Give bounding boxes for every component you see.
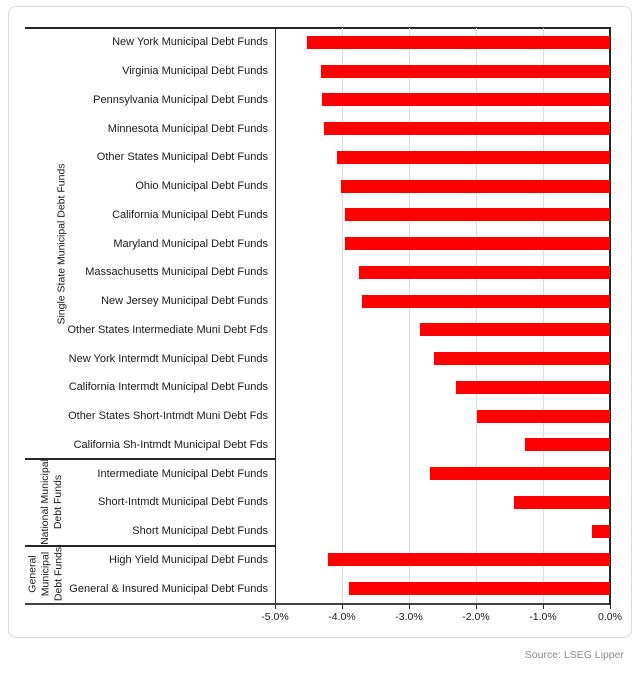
bar bbox=[420, 323, 610, 337]
category-label: New York Municipal Debt Funds bbox=[112, 36, 268, 49]
axis-tick bbox=[342, 605, 343, 609]
category-label: New York Intermdt Municipal Debt Funds bbox=[68, 352, 268, 365]
axis-tick bbox=[610, 605, 611, 609]
category-label: California Sh-Intmdt Municipal Debt Fds bbox=[73, 438, 268, 451]
category-label: Ohio Municipal Debt Funds bbox=[135, 180, 268, 193]
bar bbox=[337, 150, 610, 164]
group-label: Single State Municipal Debt Funds bbox=[55, 163, 68, 325]
bar bbox=[362, 294, 610, 308]
value-axis-zero-line bbox=[609, 27, 611, 605]
axis-tick-label: -2.0% bbox=[462, 611, 490, 623]
bar bbox=[455, 380, 610, 394]
axis-tick bbox=[543, 605, 544, 609]
category-label: California Intermdt Municipal Debt Funds bbox=[68, 381, 268, 394]
group-divider bbox=[25, 458, 275, 461]
bar bbox=[513, 495, 610, 509]
bar bbox=[321, 93, 610, 107]
axis-tick-label: -1.0% bbox=[529, 611, 557, 623]
category-label: Massachusetts Municipal Debt Funds bbox=[85, 266, 268, 279]
category-label: Pennsylvania Municipal Debt Funds bbox=[93, 93, 268, 106]
bar bbox=[591, 524, 610, 538]
bar bbox=[307, 35, 610, 49]
axis-tick bbox=[476, 605, 477, 609]
category-label: Short Municipal Debt Funds bbox=[132, 525, 268, 538]
category-label: California Municipal Debt Funds bbox=[112, 208, 268, 221]
axis-tick bbox=[409, 605, 410, 609]
gridline bbox=[342, 28, 343, 603]
plot-left-border bbox=[275, 27, 276, 605]
gridline bbox=[543, 28, 544, 603]
bar bbox=[344, 208, 610, 222]
category-label: High Yield Municipal Debt Funds bbox=[109, 553, 268, 566]
category-label: Short-Intmdt Municipal Debt Funds bbox=[98, 496, 268, 509]
bar bbox=[429, 467, 610, 481]
bar bbox=[340, 179, 610, 193]
category-label: New Jersey Municipal Debt Funds bbox=[101, 295, 268, 308]
axis-tick bbox=[275, 605, 276, 609]
axis-tick-label: -4.0% bbox=[328, 611, 356, 623]
bar bbox=[345, 237, 610, 251]
plot-bottom-axis-line bbox=[25, 603, 611, 605]
plot-top-border bbox=[25, 27, 611, 29]
bar bbox=[477, 409, 610, 423]
source-note: Source: LSEG Lipper bbox=[524, 649, 624, 661]
axis-tick-label: -5.0% bbox=[261, 611, 289, 623]
gridline bbox=[409, 28, 410, 603]
bar bbox=[327, 553, 610, 567]
bar bbox=[524, 438, 610, 452]
gridline bbox=[476, 28, 477, 603]
bar bbox=[320, 64, 610, 78]
group-label: National Municipal Debt Funds bbox=[38, 459, 64, 546]
bar bbox=[323, 122, 610, 136]
bar bbox=[433, 352, 610, 366]
category-label: Other States Short-Intmdt Muni Debt Fds bbox=[68, 410, 268, 423]
group-divider bbox=[25, 544, 275, 547]
axis-tick-label: -3.0% bbox=[395, 611, 423, 623]
bar bbox=[359, 265, 610, 279]
category-label: Other States Intermediate Muni Debt Fds bbox=[67, 323, 268, 336]
category-label: General & Insured Municipal Debt Funds bbox=[69, 582, 268, 595]
category-label: Minnesota Municipal Debt Funds bbox=[107, 122, 268, 135]
group-label: General Municipal Debt Funds bbox=[26, 547, 65, 602]
category-label: Maryland Municipal Debt Funds bbox=[113, 237, 268, 250]
bar bbox=[349, 582, 610, 596]
category-label: Virginia Municipal Debt Funds bbox=[122, 65, 268, 78]
category-label: Other States Municipal Debt Funds bbox=[96, 151, 268, 164]
chart-card bbox=[8, 6, 632, 638]
category-label: Intermediate Municipal Debt Funds bbox=[97, 467, 268, 480]
axis-tick-label: 0.0% bbox=[598, 611, 622, 623]
